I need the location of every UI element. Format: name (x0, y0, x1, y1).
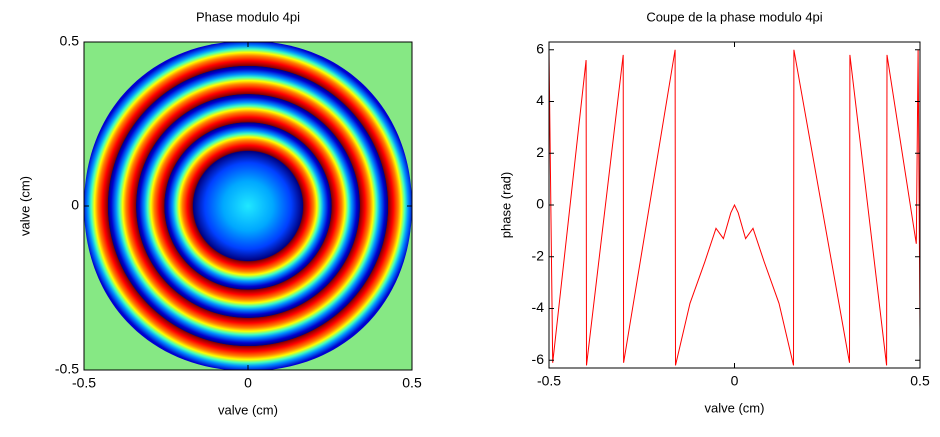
x-axis-label: valve (cm) (218, 402, 278, 417)
x-tick-label: 0.5 (910, 373, 930, 389)
x-tick-label: 0 (244, 375, 252, 391)
data-line (548, 49, 921, 366)
x-axis-label: valve (cm) (705, 400, 765, 415)
y-tick-label: -6 (532, 351, 545, 367)
y-axis-label: phase (rad) (498, 172, 513, 238)
y-tick-label: -4 (532, 299, 545, 315)
x-tick-label: -0.5 (537, 373, 561, 389)
y-tick-label: 4 (536, 92, 544, 108)
y-tick-label: 2 (536, 144, 544, 160)
y-axis-label: valve (cm) (17, 176, 32, 236)
y-tick-label: 6 (536, 40, 544, 56)
y-tick-label: 0 (71, 197, 79, 213)
x-tick-label: -0.5 (72, 375, 96, 391)
phase-image (84, 42, 412, 370)
chart-title: Phase modulo 4pi (196, 9, 300, 24)
x-tick-label: 0.5 (402, 375, 422, 391)
y-tick-label: 0 (536, 196, 544, 212)
x-tick-label: 0 (731, 373, 739, 389)
y-tick-label: 0.5 (60, 33, 80, 49)
y-tick-label: -2 (532, 247, 545, 263)
y-tick-label: -0.5 (55, 361, 79, 377)
phase-rings (84, 42, 412, 370)
chart-title: Coupe de la phase modulo 4pi (646, 9, 822, 24)
